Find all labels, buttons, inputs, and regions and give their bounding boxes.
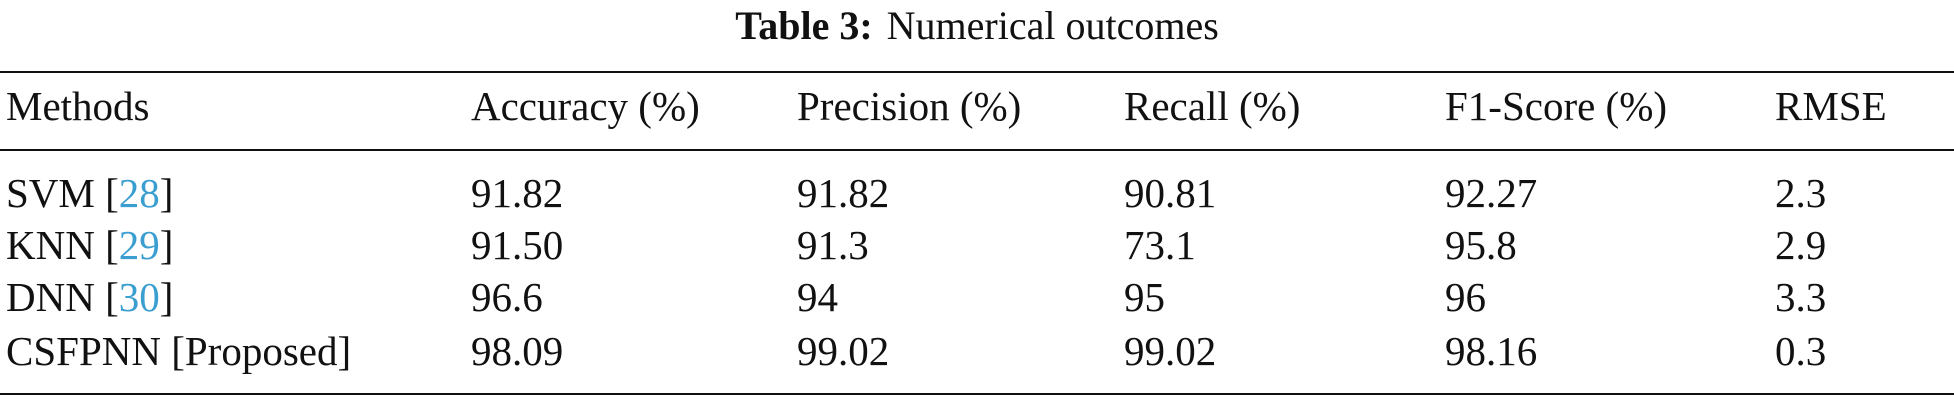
value-cell: 92.27	[1445, 170, 1538, 216]
header-cell: Accuracy (%)	[471, 83, 700, 129]
method-text: DNN [	[6, 274, 119, 320]
table-caption: Table 3: Numerical outcomes	[0, 4, 1954, 48]
citation-link: 29	[118, 222, 160, 268]
header-cell: RMSE	[1775, 83, 1887, 129]
method-text: CSFPNN [Proposed]	[6, 328, 352, 374]
method-cell: KNN [29]	[6, 221, 173, 269]
header-cell: F1-Score (%)	[1445, 83, 1668, 129]
value-cell: 2.3	[1775, 170, 1827, 216]
citation-link: 30	[118, 274, 160, 320]
value-cell: 3.3	[1775, 274, 1827, 320]
header-cell: Methods	[6, 83, 150, 129]
mid-rule	[0, 149, 1954, 151]
value-cell: 91.82	[471, 170, 564, 216]
value-cell: 98.09	[471, 328, 564, 374]
method-cell: CSFPNN [Proposed]	[6, 327, 351, 375]
method-cell: SVM [28]	[6, 169, 173, 217]
value-cell: 94	[797, 274, 838, 320]
value-cell: 91.3	[797, 222, 869, 268]
top-rule	[0, 71, 1954, 73]
value-cell: 99.02	[1124, 328, 1217, 374]
value-cell: 95.8	[1445, 222, 1517, 268]
method-text: ]	[159, 222, 174, 268]
value-cell: 95	[1124, 274, 1165, 320]
method-text: ]	[159, 170, 174, 216]
method-cell: DNN [30]	[6, 273, 173, 321]
value-cell: 90.81	[1124, 170, 1217, 216]
method-text: SVM [	[6, 170, 119, 216]
method-text: ]	[159, 274, 174, 320]
value-cell: 91.50	[471, 222, 564, 268]
value-cell: 73.1	[1124, 222, 1196, 268]
value-cell: 0.3	[1775, 328, 1827, 374]
value-cell: 99.02	[797, 328, 890, 374]
header-cell: Recall (%)	[1124, 83, 1301, 129]
citation-link: 28	[118, 170, 160, 216]
value-cell: 91.82	[797, 170, 890, 216]
caption-label: Table 3:	[735, 3, 873, 48]
method-text: KNN [	[6, 222, 119, 268]
value-cell: 2.9	[1775, 222, 1827, 268]
caption-text: Numerical outcomes	[886, 3, 1219, 48]
bottom-rule	[0, 393, 1954, 395]
header-cell: Precision (%)	[797, 83, 1022, 129]
value-cell: 98.16	[1445, 328, 1538, 374]
value-cell: 96.6	[471, 274, 543, 320]
value-cell: 96	[1445, 274, 1486, 320]
